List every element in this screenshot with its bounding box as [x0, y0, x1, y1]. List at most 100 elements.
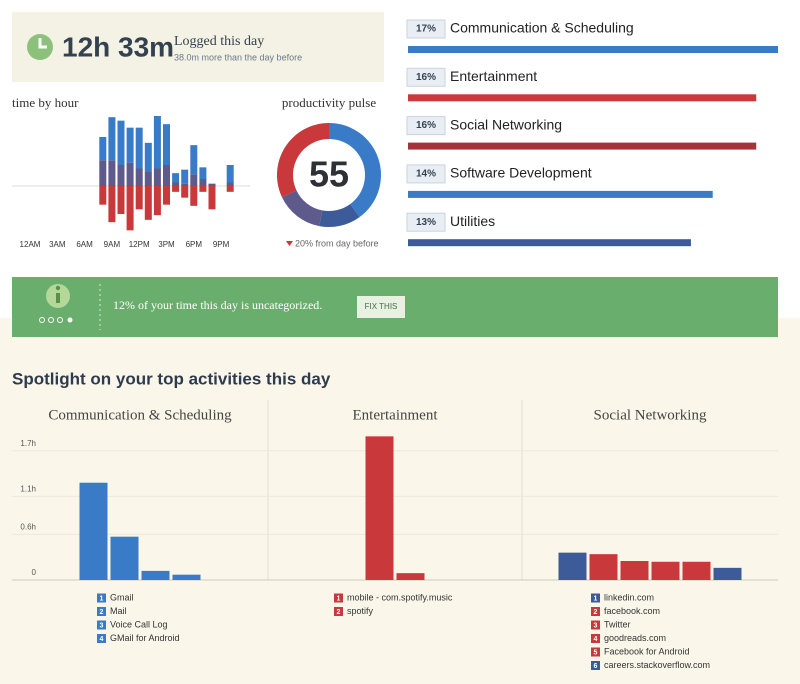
hour-bar [153, 168, 161, 186]
category-label: Social Networking [450, 116, 562, 132]
hour-bar [226, 186, 234, 192]
down-arrow [286, 241, 293, 246]
legend-label: Voice Call Log [110, 619, 168, 629]
hour-bar [163, 124, 170, 165]
legend-label: spotify [347, 606, 374, 616]
x-tick-label: 3PM [158, 240, 175, 249]
percent-label: 16% [416, 120, 436, 131]
category-label: Entertainment [450, 68, 537, 84]
fix-button-label[interactable]: FIX THIS [365, 302, 398, 311]
x-tick-label: 9AM [104, 240, 121, 249]
category-bar [408, 94, 757, 102]
activity-bar [141, 570, 170, 580]
legend-swatch [591, 634, 600, 643]
activity-bar [713, 567, 742, 580]
percent-badge [406, 67, 446, 87]
hour-bar [117, 120, 125, 165]
chart-title: Social Networking [594, 407, 707, 423]
hour-bar [172, 186, 180, 192]
legend-swatch [97, 634, 106, 643]
legend-swatch [97, 620, 106, 630]
legend-label: linkedin.com [604, 592, 654, 602]
legend-rank: 5 [594, 649, 598, 656]
activity-bar [396, 573, 425, 580]
legend-label: Twitter [604, 619, 631, 629]
legend-swatch [591, 607, 600, 616]
legend-label: mobile - com.spotify.music [347, 592, 453, 602]
x-tick-label: 12AM [20, 240, 41, 249]
lower-background [0, 318, 800, 684]
category-label: Utilities [450, 213, 495, 229]
summary-box [12, 12, 384, 82]
donut-segment [329, 123, 381, 218]
y-tick-label: 1.7h [20, 439, 36, 448]
legend-rank: 2 [337, 609, 341, 616]
percent-badge [406, 116, 446, 136]
hour-bar [153, 116, 161, 169]
category-label: Software Development [450, 165, 592, 181]
percent-badge [406, 19, 446, 39]
hour-bar [117, 186, 125, 214]
activity-bar [589, 554, 618, 580]
hour-bar [163, 165, 170, 186]
category-bar [408, 239, 691, 247]
legend-swatch [591, 647, 600, 657]
hour-bar [99, 186, 107, 205]
legend-swatch [334, 593, 343, 603]
hour-bar [108, 160, 116, 186]
legend-label: Facebook for Android [604, 646, 690, 656]
legend-rank: 1 [594, 595, 598, 602]
percent-label: 13% [416, 217, 436, 228]
hour-bar [108, 186, 116, 223]
percent-label: 16% [416, 72, 436, 83]
legend-swatch [97, 593, 106, 603]
fix-button[interactable] [357, 296, 405, 318]
hour-bar [226, 182, 234, 186]
legend-label: facebook.com [604, 606, 660, 616]
legend-rank: 1 [100, 595, 104, 602]
legend-label: goodreads.com [604, 633, 666, 643]
hour-bar [126, 186, 134, 231]
score: 55 [309, 154, 349, 195]
legend-swatch [591, 661, 600, 670]
hour-bar [144, 142, 152, 172]
activity-bar [110, 536, 139, 580]
donut-segment [277, 123, 329, 198]
legend-rank: 1 [337, 595, 341, 602]
hour-bar [144, 186, 152, 220]
percent-badge [406, 212, 446, 232]
percent-badge [406, 164, 446, 184]
category-bar [408, 142, 757, 150]
hour-bar [117, 165, 125, 186]
hour-bar [181, 186, 189, 198]
hour-bar [199, 167, 207, 179]
legend-rank: 4 [594, 636, 598, 643]
activity-bar [79, 482, 108, 580]
category-label: Communication & Scheduling [450, 20, 634, 36]
category-bar [408, 46, 778, 53]
percent-label: 14% [416, 169, 436, 180]
legend-rank: 2 [594, 609, 598, 616]
total-time: 12h 33m [62, 31, 174, 62]
hour-bar [190, 174, 198, 186]
legend-label: GMail for Android [110, 633, 180, 643]
donut-center [297, 143, 361, 207]
hour-bar [135, 168, 143, 186]
donut-segment [319, 204, 360, 227]
y-tick-label: 0.6h [20, 523, 36, 532]
hour-bar [226, 165, 234, 183]
hour-bar [208, 183, 216, 186]
legend-rank: 3 [594, 622, 598, 629]
legend-swatch [591, 620, 600, 630]
legend-swatch [334, 607, 343, 616]
clock-icon [27, 34, 53, 60]
legend-swatch [591, 593, 600, 603]
chart-title: Communication & Scheduling [48, 407, 232, 423]
x-tick-label: 12PM [129, 240, 150, 249]
activity-bar [365, 436, 394, 580]
x-tick-label: 6PM [186, 240, 203, 249]
x-tick-label: 3AM [49, 240, 66, 249]
info-icon [39, 284, 73, 323]
hour-bar [144, 172, 152, 186]
